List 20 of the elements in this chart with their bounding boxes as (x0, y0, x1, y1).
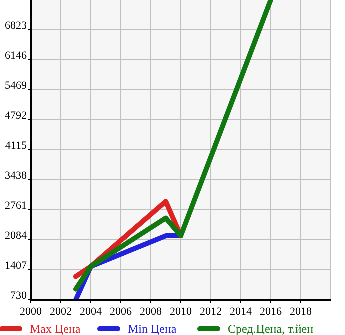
y-tick-label: 2084 (5, 230, 28, 242)
x-tick-label: 2016 (260, 306, 282, 318)
x-tick-label: 2008 (140, 306, 162, 318)
x-tick-label: 2018 (290, 306, 312, 318)
x-tick-label: 2012 (200, 306, 222, 318)
y-tick-label: 3438 (5, 170, 28, 182)
y-tick-label: 4792 (5, 110, 27, 122)
x-tick-label: 2006 (110, 306, 132, 318)
x-tick-label: 2000 (20, 306, 42, 318)
x-tick-label: 2014 (230, 306, 252, 318)
y-tick-label: 6823 (5, 20, 28, 32)
y-tick-label: 730 (10, 290, 28, 302)
y-tick-label: 6146 (5, 50, 28, 62)
y-tick-label: 2761 (5, 200, 27, 212)
x-tick-label: 2004 (80, 306, 102, 318)
x-tick-label: 2010 (170, 306, 192, 318)
x-tick-label: 2002 (50, 306, 72, 318)
y-tick-label: 5469 (5, 80, 28, 92)
y-tick-label: 4115 (5, 140, 28, 152)
y-tick-label: 1407 (5, 260, 28, 272)
